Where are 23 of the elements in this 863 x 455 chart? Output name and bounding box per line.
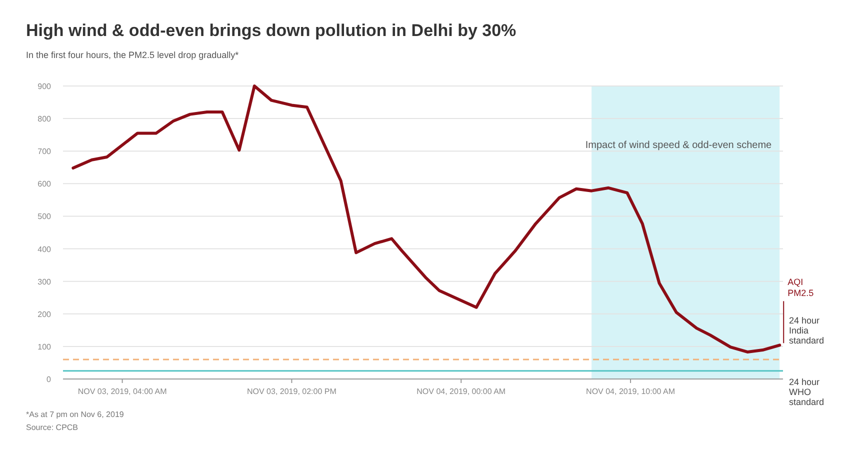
chart-subtitle: In the first four hours, the PM2.5 level drop gradually*	[26, 50, 240, 60]
line-series	[72, 84, 782, 354]
band-label: Impact of wind speed & odd-even scheme	[585, 140, 772, 151]
y-tick-label: 600	[38, 180, 52, 189]
y-tick-label: 400	[38, 244, 52, 254]
x-tick-label: NOV 04, 2019, 10:00 AM	[586, 387, 676, 396]
x-tick-label: NOV 04, 2019, 00:00 AM	[416, 387, 506, 396]
y-tick-label: 800	[38, 114, 52, 124]
y-tick-label: 0	[46, 375, 52, 384]
ref-line-label: 24 hour India standard	[789, 315, 824, 346]
y-tick-label: 900	[38, 82, 52, 91]
chart-title: High wind & odd-even brings down pollution in Delhi by 30%	[26, 21, 516, 40]
text: *As at 7 pm on Nov 6, 2019	[26, 410, 124, 419]
y-tick-label: 700	[38, 147, 52, 156]
x-tick-label: NOV 03, 2019, 04:00 AM	[78, 387, 168, 396]
ref-line-label: 24 hour WHO standard	[789, 376, 824, 407]
y-tick-label: 500	[38, 212, 52, 222]
source-note: Source: CPCB	[26, 423, 78, 432]
text: AQI PM2.5	[788, 277, 814, 298]
y-tick-label: 300	[38, 277, 52, 286]
y-tick-label: 100	[38, 342, 52, 352]
y-tick-label: 200	[38, 310, 52, 319]
x-tick-label: NOV 03, 2019, 02:00 PM	[247, 387, 337, 396]
